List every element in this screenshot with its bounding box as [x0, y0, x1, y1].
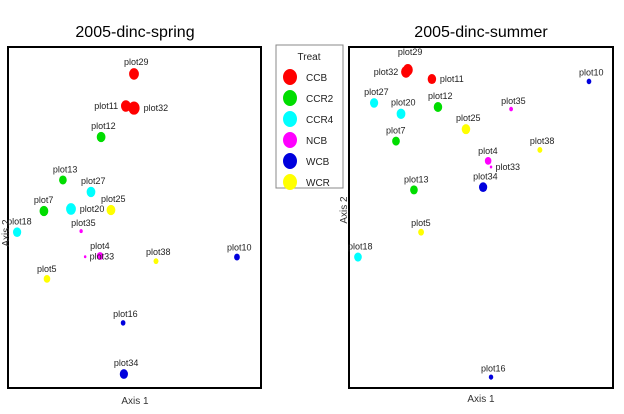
point-plot38 — [153, 258, 159, 265]
point-label-plot25: plot25 — [456, 113, 481, 123]
point-plot4 — [484, 157, 492, 165]
point-label-plot5: plot5 — [411, 218, 431, 228]
point-label-plot29: plot29 — [124, 57, 149, 67]
point-plot35 — [79, 229, 83, 234]
legend-label-CCR4: CCR4 — [306, 115, 334, 126]
point-label-plot20: plot20 — [391, 98, 416, 108]
point-label-plot5: plot5 — [37, 264, 57, 274]
point-plot32 — [128, 101, 140, 115]
point-label-plot34: plot34 — [473, 171, 498, 181]
spring-title: 2005-dinc-spring — [75, 24, 194, 41]
point-plot18 — [354, 252, 362, 262]
point-plot35 — [509, 106, 514, 112]
point-label-plot27: plot27 — [81, 176, 106, 186]
summer-x-label: Axis 1 — [467, 394, 495, 405]
point-label-plot35: plot35 — [71, 218, 96, 228]
point-plot12 — [433, 102, 443, 113]
point-plot32 — [401, 66, 411, 78]
point-plot5 — [418, 228, 424, 236]
summer-y-label: Axis 2 — [339, 196, 350, 224]
point-plot34 — [119, 369, 128, 379]
point-label-plot11: plot11 — [440, 74, 464, 84]
point-plot16 — [488, 374, 494, 380]
point-plot25 — [106, 204, 116, 216]
point-plot5 — [43, 275, 51, 283]
summer-title: 2005-dinc-summer — [414, 24, 548, 41]
point-plot34 — [478, 182, 488, 192]
point-label-plot38: plot38 — [146, 247, 171, 257]
point-plot27 — [369, 98, 379, 108]
point-label-plot34: plot34 — [114, 358, 139, 368]
point-plot20 — [66, 203, 76, 215]
point-plot11 — [120, 100, 131, 112]
point-label-plot10: plot10 — [579, 68, 604, 78]
legend-swatch-CCR2 — [283, 90, 297, 106]
point-label-plot7: plot7 — [386, 126, 406, 136]
point-plot18 — [12, 227, 22, 238]
spring-plot: 2005-dinc-spring Axis 1 Axis 2 plot29 plo… — [1, 24, 262, 407]
point-plot13 — [59, 175, 67, 185]
point-label-plot25: plot25 — [101, 194, 126, 204]
legend-swatch-WCR — [283, 174, 297, 190]
point-label-plot11: plot11 — [94, 101, 118, 111]
summer-plot: 2005-dinc-summer Axis 1 Axis 2 plot29 plo… — [339, 24, 614, 405]
legend: Treat CCB CCR2 CCR4 NCB WCB WCR — [275, 44, 344, 190]
point-plot4 — [96, 252, 104, 260]
point-plot7 — [392, 136, 400, 146]
point-label-plot29: plot29 — [398, 47, 423, 57]
point-label-plot18: plot18 — [7, 216, 32, 226]
point-label-plot16: plot16 — [113, 309, 138, 319]
point-plot25 — [461, 124, 471, 135]
legend-label-CCB: CCB — [306, 73, 327, 84]
point-label-plot35: plot35 — [501, 96, 526, 106]
point-label-plot27: plot27 — [364, 87, 389, 97]
legend-title: Treat — [298, 52, 321, 63]
spring-frame — [7, 46, 262, 389]
legend-label-CCR2: CCR2 — [306, 94, 334, 105]
point-plot12 — [96, 131, 106, 143]
legend-label-WCB: WCB — [306, 157, 330, 168]
point-plot10 — [234, 253, 240, 261]
point-plot11 — [427, 74, 437, 85]
point-plot27 — [86, 186, 96, 198]
point-plot20 — [396, 108, 406, 119]
legend-swatch-CCR4 — [283, 111, 297, 127]
legend-label-NCB: NCB — [306, 136, 327, 147]
point-plot33 — [83, 255, 87, 259]
point-label-plot20: plot20 — [80, 204, 105, 214]
point-label-plot12: plot12 — [428, 91, 453, 101]
point-label-plot32: plot32 — [374, 67, 399, 77]
point-plot16 — [120, 320, 126, 326]
point-label-plot32: plot32 — [144, 103, 169, 113]
point-label-plot10: plot10 — [227, 243, 252, 253]
point-label-plot7: plot7 — [34, 195, 54, 205]
spring-y-label: Axis 2 — [1, 219, 12, 247]
point-label-plot12: plot12 — [91, 121, 116, 131]
point-label-plot13: plot13 — [404, 174, 429, 184]
point-plot13 — [410, 185, 418, 195]
point-label-plot4: plot4 — [90, 241, 110, 251]
point-label-plot16: plot16 — [481, 363, 506, 373]
point-label-plot33: plot33 — [90, 252, 115, 262]
point-label-plot4: plot4 — [478, 146, 498, 156]
legend-swatch-NCB — [283, 132, 297, 148]
point-plot33 — [489, 165, 493, 169]
point-plot38 — [537, 147, 543, 153]
legend-swatch-WCB — [283, 153, 297, 169]
legend-swatch-CCB — [283, 69, 297, 85]
point-label-plot18: plot18 — [348, 242, 373, 252]
point-plot7 — [39, 205, 49, 217]
legend-label-WCR: WCR — [306, 178, 330, 189]
point-label-plot38: plot38 — [530, 136, 555, 146]
point-label-plot33: plot33 — [496, 162, 521, 172]
point-plot29 — [129, 68, 139, 80]
spring-x-label: Axis 1 — [121, 396, 149, 407]
point-plot10 — [586, 78, 592, 85]
point-label-plot13: plot13 — [53, 164, 78, 174]
summer-frame — [348, 46, 614, 389]
